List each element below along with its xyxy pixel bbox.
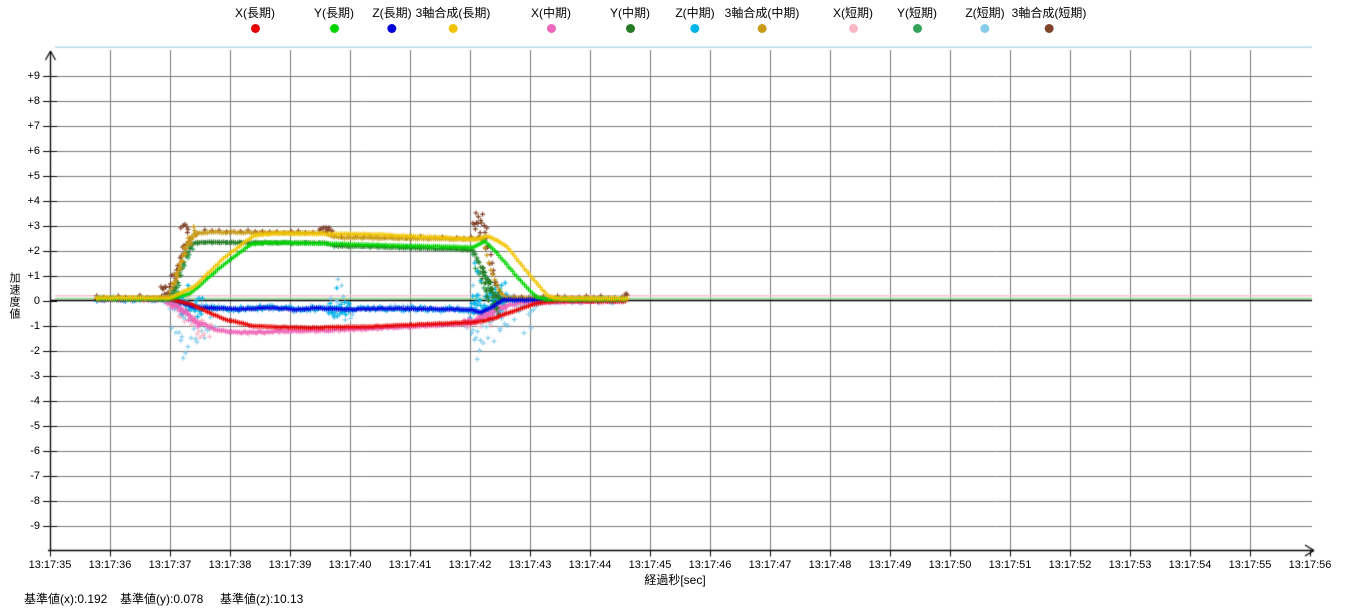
x-tick-label: 13:17:49 — [868, 559, 912, 571]
x-tick-label: 13:17:51 — [988, 559, 1032, 571]
x-tick-label: 13:17:48 — [808, 559, 852, 571]
y-tick-label: -2 — [30, 344, 40, 357]
legend-item-1: Y(長期) — [314, 6, 354, 38]
x-tick-label: 13:17:39 — [268, 559, 312, 571]
legend-color-dot — [250, 24, 260, 33]
legend-color-dot — [757, 24, 767, 33]
legend-label: X(中期) — [531, 6, 571, 20]
y-tick-label: -7 — [30, 469, 40, 482]
y-tick-label: +1 — [27, 269, 40, 282]
x-axis-title: 経過秒[sec] — [644, 573, 706, 587]
x-tick-label: 13:17:44 — [568, 559, 612, 571]
legend-color-dot — [387, 24, 397, 33]
y-tick-label: +3 — [27, 219, 40, 232]
legend-label: 3軸合成(長期) — [415, 6, 491, 20]
legend-item-11: 3軸合成(短期) — [1011, 6, 1087, 38]
legend-item-9: Y(短期) — [897, 6, 937, 38]
x-tick-label: 13:17:56 — [1288, 559, 1332, 571]
legend-item-3: 3軸合成(長期) — [415, 6, 491, 38]
x-tick-label: 13:17:35 — [28, 559, 72, 571]
legend-color-dot — [329, 24, 339, 33]
x-tick-label: 13:17:42 — [448, 559, 492, 571]
x-tick-label: 13:17:43 — [508, 559, 552, 571]
x-tick-label: 13:17:45 — [628, 559, 672, 571]
x-tick-label: 13:17:37 — [148, 559, 192, 571]
legend-item-5: Y(中期) — [610, 6, 650, 38]
x-tick-label: 13:17:50 — [928, 559, 972, 571]
y-tick-label: -8 — [30, 494, 40, 507]
y-tick-label: +9 — [27, 69, 40, 82]
legend-color-dot — [980, 24, 990, 33]
y-tick-label: -9 — [30, 519, 40, 532]
legend-label: X(短期) — [833, 6, 873, 20]
legend-item-7: 3軸合成(中期) — [724, 6, 800, 38]
legend-item-10: Z(短期) — [965, 6, 1005, 38]
x-tick-label: 13:17:41 — [388, 559, 432, 571]
y-tick-label: +2 — [27, 244, 40, 257]
legend-label: X(長期) — [235, 6, 275, 20]
legend-item-6: Z(中期) — [675, 6, 715, 38]
x-tick-label: 13:17:53 — [1108, 559, 1152, 571]
legend-item-0: X(長期) — [235, 6, 275, 38]
y-tick-label: -6 — [30, 444, 40, 457]
legend-label: Z(短期) — [965, 6, 1005, 20]
legend-item-4: X(中期) — [531, 6, 571, 38]
x-tick-label: 13:17:40 — [328, 559, 372, 571]
y-tick-label: -5 — [30, 419, 40, 432]
x-tick-label: 13:17:54 — [1168, 559, 1212, 571]
x-tick-label: 13:17:46 — [688, 559, 732, 571]
legend-label: Y(短期) — [897, 6, 937, 20]
legend-color-dot — [1044, 24, 1054, 33]
legend-label: Y(中期) — [610, 6, 650, 20]
legend-label: 3軸合成(中期) — [724, 6, 800, 20]
y-tick-label: +4 — [27, 194, 40, 207]
x-tick-label: 13:17:38 — [208, 559, 252, 571]
legend-color-dot — [690, 24, 700, 33]
legend-color-dot — [546, 24, 556, 33]
baseline-x-value: 基準値(x):0.192 — [24, 592, 108, 606]
y-tick-label: -3 — [30, 369, 40, 382]
y-axis-title: 加速度値 — [8, 272, 20, 320]
y-tick-label: +7 — [27, 119, 40, 132]
legend-item-8: X(短期) — [833, 6, 873, 38]
y-tick-label: +5 — [27, 169, 40, 182]
legend-label: Y(長期) — [314, 6, 354, 20]
baseline-z-value: 基準値(z):10.13 — [220, 592, 304, 606]
y-tick-label: -1 — [30, 319, 40, 332]
y-tick-label: 0 — [33, 294, 40, 307]
x-tick-label: 13:17:36 — [88, 559, 132, 571]
chart-legend: X(長期) Y(長期) Z(長期) 3軸合成(長期) X(中期) Y(中期) Z(中期) 3軸… — [0, 6, 1350, 40]
y-tick-label: +6 — [27, 144, 40, 157]
legend-label: Z(中期) — [675, 6, 715, 20]
legend-color-dot — [912, 24, 922, 33]
x-tick-label: 13:17:52 — [1048, 559, 1092, 571]
x-tick-label: 13:17:55 — [1228, 559, 1272, 571]
legend-item-2: Z(長期) — [372, 6, 412, 38]
baseline-y-value: 基準値(y):0.078 — [120, 592, 204, 606]
x-tick-label: 13:17:47 — [748, 559, 792, 571]
legend-color-dot — [848, 24, 858, 33]
legend-label: 3軸合成(短期) — [1011, 6, 1087, 20]
legend-color-dot — [625, 24, 635, 33]
y-tick-label: +8 — [27, 94, 40, 107]
legend-label: Z(長期) — [372, 6, 412, 20]
y-tick-label: -4 — [30, 394, 40, 407]
legend-color-dot — [448, 24, 458, 33]
